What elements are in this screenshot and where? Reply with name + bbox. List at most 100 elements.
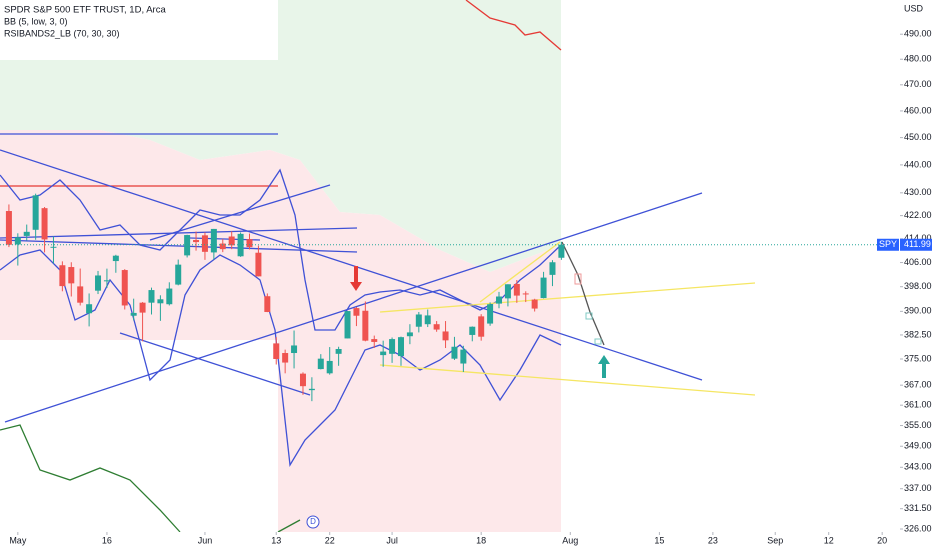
symbol-box [877, 238, 899, 251]
candle-body [5, 211, 12, 245]
drawings [0, 0, 756, 533]
x-tick-label: 13 [271, 535, 281, 545]
candle-body [424, 315, 431, 325]
candle-body [121, 270, 128, 306]
y-tick-label: 460.00 [904, 105, 932, 115]
overbought-zone [0, 0, 561, 272]
y-tick-label: 337.00 [904, 483, 932, 493]
candle-body [406, 332, 413, 337]
y-tick-label: 406.00 [904, 257, 932, 267]
candle-body [50, 246, 57, 248]
y-tick-label: 480.00 [904, 54, 932, 64]
candle-body [397, 337, 404, 357]
candle-body [210, 228, 217, 253]
projection-line [561, 241, 605, 346]
candle-body [451, 346, 458, 359]
candle-body [371, 339, 378, 342]
time-axis [0, 532, 932, 550]
candle-body [558, 244, 565, 258]
candle-body [219, 243, 226, 250]
y-tick-label: 331.50 [904, 503, 932, 513]
candle-body [246, 239, 253, 248]
indicator-label: RSIBANDS2_LB (70, 30, 30) [4, 28, 120, 38]
y-tick-label: 326.00 [904, 523, 932, 533]
candle-body [166, 288, 173, 305]
y-tick-label: 390.00 [904, 306, 932, 316]
y-tick-label: 440.00 [904, 159, 932, 169]
ghost-candle [594, 338, 602, 345]
y-tick-label: 414.00 [904, 233, 932, 243]
rsi-band-line [0, 424, 181, 533]
candle-body [175, 264, 182, 285]
y-tick-label: 470.00 [904, 79, 932, 89]
candle-body [193, 240, 200, 243]
candle-body [362, 310, 369, 341]
ghost-candle [585, 312, 593, 320]
last-price-label: 411.99 [904, 239, 931, 249]
candle-body [273, 343, 280, 359]
candle-body [344, 311, 351, 339]
candle-body [317, 358, 324, 370]
x-tick-label: 20 [877, 535, 887, 545]
rsi-band-line [277, 519, 301, 533]
x-tick-label: Jun [198, 535, 213, 545]
candle-body [389, 339, 396, 354]
candle-body [513, 283, 520, 296]
candle-body [299, 373, 306, 387]
candle-body [487, 304, 494, 324]
indicator-label: BB (5, low, 3, 0) [4, 16, 68, 26]
candle-body [77, 286, 84, 303]
rsi-band-line [465, 0, 562, 51]
trend-line [149, 184, 331, 241]
candle-body [353, 308, 360, 316]
x-tick-label: Jul [386, 535, 398, 545]
candle-body [522, 293, 529, 295]
candle-body [32, 195, 39, 230]
y-tick-label: 430.00 [904, 187, 932, 197]
down-arrow [350, 266, 362, 291]
candle-body [112, 255, 119, 262]
yellow-line [379, 282, 756, 313]
y-unit: USD [904, 3, 924, 13]
candle-body [460, 349, 467, 364]
candle-body [504, 284, 511, 299]
candle-body [41, 208, 48, 240]
trend-line [0, 149, 703, 381]
price-axis [900, 0, 932, 550]
y-tick-label: 355.00 [904, 420, 932, 430]
bollinger-upper [0, 168, 562, 331]
candle-body [415, 314, 422, 327]
candle-body [157, 299, 164, 304]
candle-body [14, 237, 21, 245]
candle-body [291, 345, 298, 354]
x-tick-label: 16 [102, 535, 112, 545]
candle-body [282, 353, 289, 363]
candle-body [86, 304, 93, 314]
candle-body [469, 326, 476, 335]
candle-body [228, 236, 235, 246]
y-tick-label: 398.00 [904, 281, 932, 291]
x-tick-label: 23 [708, 535, 718, 545]
x-tick-label: Sep [767, 535, 783, 545]
y-tick-label: 343.00 [904, 462, 932, 472]
candle-body [103, 280, 110, 282]
x-tick-label: 15 [654, 535, 664, 545]
yellow-line [379, 364, 756, 396]
candle-body [531, 299, 538, 309]
candle-body [68, 267, 75, 284]
candle-body [264, 296, 271, 312]
trend-line [0, 227, 358, 239]
candle-body [255, 252, 262, 277]
dividend-circle [306, 515, 320, 529]
y-tick-label: 349.00 [904, 441, 932, 451]
candle-body [308, 388, 315, 391]
dividend-marker: D [306, 515, 320, 529]
x-tick-label: Aug [562, 535, 578, 545]
candle-body [326, 360, 333, 374]
trend-line [119, 332, 311, 396]
candle-body [23, 231, 30, 236]
trend-line [0, 239, 358, 253]
y-tick-label: 375.00 [904, 353, 932, 363]
ghost-candle [574, 273, 582, 285]
